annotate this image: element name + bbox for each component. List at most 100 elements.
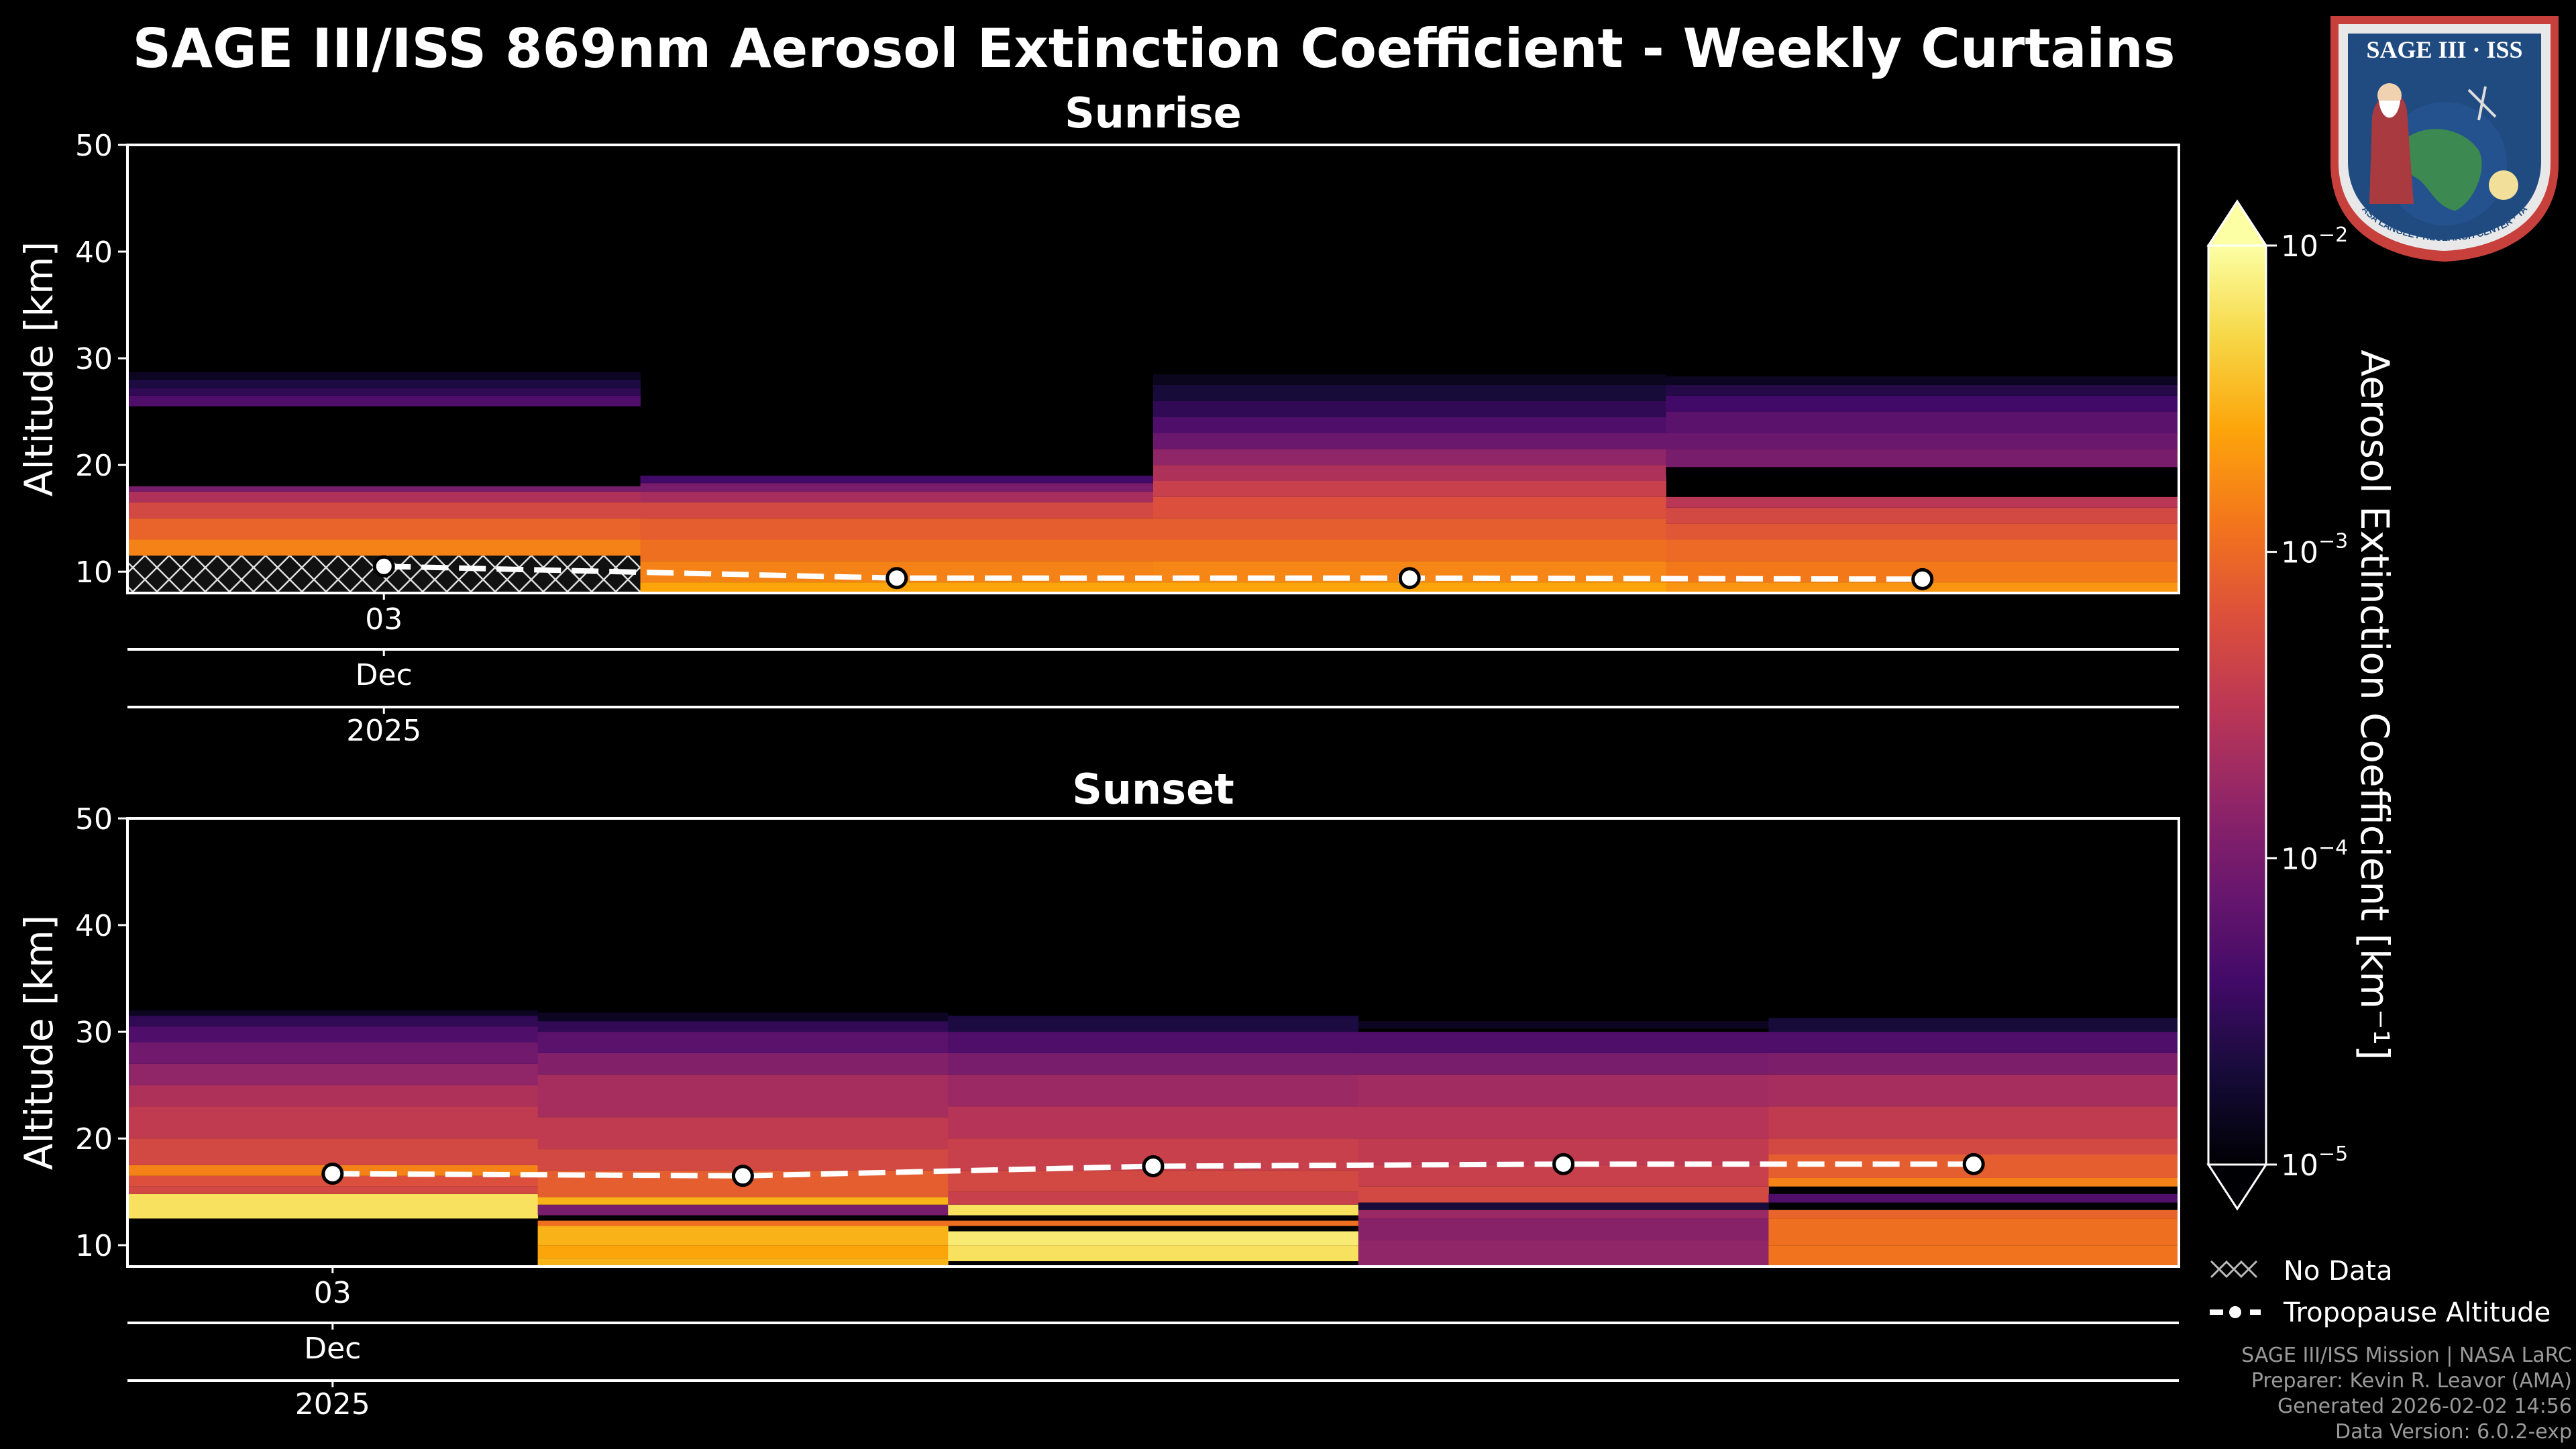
y-tick-label: 50 [75, 129, 113, 163]
extinction-cell [1768, 1032, 2180, 1053]
credits-data-version: Data Version: 6.0.2-exp [2334, 1420, 2572, 1444]
x-tick-label-day: 03 [314, 1276, 352, 1310]
extinction-cell [537, 1021, 949, 1032]
extinction-cell [948, 1220, 1359, 1226]
extinction-cell [1358, 1218, 1769, 1240]
extinction-cell [1358, 1240, 1769, 1267]
extinction-cell [127, 395, 641, 407]
extinction-cell [1153, 433, 1666, 449]
hatch-glyph [2210, 1260, 2258, 1279]
extinction-cell [948, 1016, 1359, 1032]
credits: SAGE III/ISS Mission | NASA LaRC Prepare… [2241, 1343, 2572, 1445]
chart-title: SAGE III/ISS 869nm Aerosol Extinction Co… [132, 17, 2176, 80]
week-column [537, 1012, 949, 1267]
logo-wizard-icon [2369, 93, 2414, 204]
colorbar-label: Aerosol Extinction Coefficient [km⁻¹] [2352, 350, 2398, 1060]
sunrise-panel: 10 20 30 40 50 Altitude [km] 03 Dec 2025 [16, 129, 2180, 748]
extinction-cell [537, 1220, 949, 1226]
extinction-cell [1768, 1193, 2180, 1203]
extinction-cell [1666, 449, 2180, 468]
extinction-cell [1358, 1074, 1769, 1107]
week-column [948, 1016, 1359, 1262]
extinction-cell [127, 491, 641, 502]
extinction-cell [537, 1226, 949, 1246]
extinction-cell [127, 1138, 539, 1165]
y-tick-label: 50 [75, 802, 113, 837]
colorbar-gradient [2207, 244, 2267, 1166]
extinction-cell [1153, 400, 1666, 417]
extinction-cell [948, 1053, 1359, 1075]
extinction-cell [1768, 1018, 2180, 1032]
tropopause-point [1398, 567, 1421, 590]
extinction-cell [1666, 523, 2180, 540]
x-tick-label-month: Dec [304, 1332, 361, 1366]
colorbar-extend-max [2206, 199, 2268, 247]
plot-frame [126, 817, 2180, 1268]
extinction-cell [640, 476, 1154, 484]
extinction-cell [1666, 411, 2180, 433]
sunset-panel: 10 20 30 40 50 Altitude [km] 03 Dec 2025 [16, 802, 2180, 1421]
y-tick-label: 30 [75, 342, 113, 376]
extinction-cell [1153, 496, 1666, 519]
extinction-cell [127, 1106, 539, 1139]
logo-continent [2402, 129, 2482, 211]
extinction-cell [537, 1245, 949, 1258]
extinction-cell [127, 539, 641, 556]
extinction-cell [537, 1258, 949, 1267]
week-column [127, 1010, 539, 1219]
extinction-cell [1666, 395, 2180, 412]
extinction-cell [948, 1231, 1359, 1246]
tropopause-legend-label: Tropopause Altitude [2283, 1297, 2551, 1328]
extinction-cell [537, 1012, 949, 1022]
extinction-cell [537, 1053, 949, 1075]
extinction-cell [537, 1117, 949, 1150]
extinction-cell [127, 1026, 539, 1042]
extinction-cell [537, 1204, 949, 1216]
x-tick-label-year: 2025 [346, 714, 421, 748]
extinction-cell [127, 1186, 539, 1194]
tropopause-legend-marker [2226, 1303, 2244, 1321]
extinction-cell [640, 518, 1154, 540]
colorbar-extend-min [2206, 1163, 2268, 1211]
y-tick-label: 20 [75, 1122, 113, 1157]
sunrise-panel-title: Sunrise [1065, 89, 1242, 138]
extinction-cell [127, 1063, 539, 1085]
week-column [1153, 374, 1666, 593]
extinction-cell [127, 518, 641, 540]
tropopause-line [332, 1161, 1974, 1179]
extinction-cell [1768, 1245, 2180, 1267]
extinction-cell [127, 379, 641, 388]
extinction-cell [127, 502, 641, 519]
extinction-cell [127, 1010, 539, 1016]
colorbar-tick-base: 10 [2281, 536, 2318, 570]
extinction-cell [948, 1032, 1359, 1053]
extinction-cell [948, 1245, 1359, 1262]
y-tick-label: 40 [75, 909, 113, 943]
tropopause-point [1142, 1155, 1165, 1177]
extinction-cell [1153, 481, 1666, 497]
y-tick-label: 10 [75, 555, 113, 590]
colorbar-tick-exp: −2 [2318, 223, 2348, 247]
colorbar-tick-label: 10−3 [2281, 530, 2348, 570]
tropopause-point [1911, 568, 1934, 590]
extinction-cell [1358, 1032, 1769, 1053]
logo-text: SAGE III · ISS [2366, 36, 2522, 63]
extinction-cell [1358, 1106, 1769, 1139]
extinction-cell [1666, 507, 2180, 524]
colorbar-tick-base: 10 [2281, 1148, 2318, 1183]
extinction-cell [948, 1106, 1359, 1139]
tropopause-line [384, 564, 1923, 582]
credits-generated: Generated 2026-02-02 14:56 [2277, 1395, 2572, 1418]
extinction-cell [1153, 539, 1666, 561]
no-data-legend-icon [2210, 1260, 2258, 1279]
extinction-cell [1358, 1053, 1769, 1075]
y-tick-label: 30 [75, 1016, 113, 1050]
extinction-cell [1666, 496, 2180, 508]
extinction-cell [1153, 449, 1666, 466]
week-column [1768, 1018, 2180, 1267]
colorbar-tick-exp: −4 [2318, 836, 2348, 859]
extinction-cell [1153, 417, 1666, 433]
tropopause-point [885, 567, 908, 590]
credits-preparer: Preparer: Kevin R. Leavor (AMA) [2251, 1369, 2572, 1393]
